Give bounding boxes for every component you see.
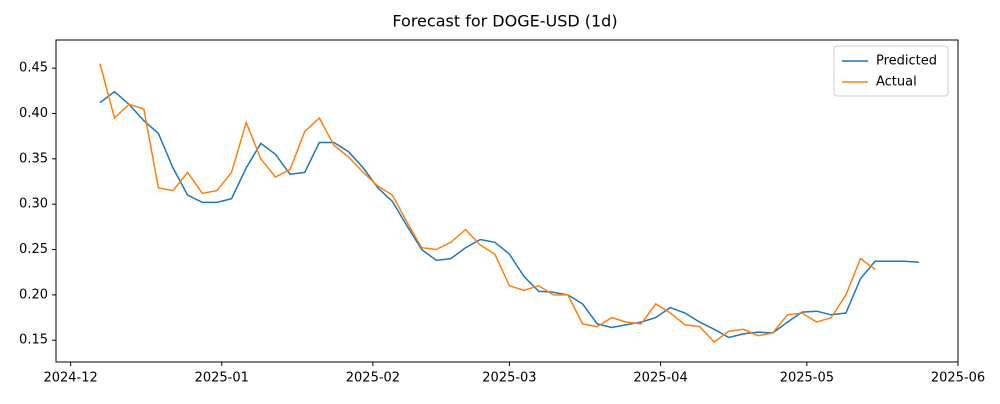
y-tick-label: 0.15 — [19, 333, 48, 348]
x-tick-label: 2025-01 — [195, 371, 249, 386]
y-tick-label: 0.35 — [19, 151, 48, 166]
x-tick-label: 2025-04 — [633, 371, 687, 386]
legend-label: Actual — [876, 75, 917, 90]
y-tick-label: 0.25 — [19, 242, 48, 257]
x-tick-label: 2025-03 — [482, 371, 536, 386]
series-line — [99, 63, 876, 343]
x-tick-label: 2024-12 — [43, 371, 97, 386]
series-line — [99, 90, 920, 339]
x-tick-label: 2025-02 — [346, 371, 400, 386]
plot-frame — [55, 39, 959, 363]
x-tick-label: 2025-05 — [780, 371, 834, 386]
y-tick-label: 0.45 — [19, 61, 48, 76]
chart-title: Forecast for DOGE-USD (1d) — [392, 12, 617, 31]
y-tick-label: 0.40 — [19, 106, 48, 121]
x-tick-label: 2025-06 — [931, 371, 985, 386]
legend-box — [833, 45, 949, 97]
y-tick-label: 0.30 — [19, 197, 48, 212]
y-tick-label: 0.20 — [19, 287, 48, 302]
legend-label: Predicted — [876, 54, 937, 69]
